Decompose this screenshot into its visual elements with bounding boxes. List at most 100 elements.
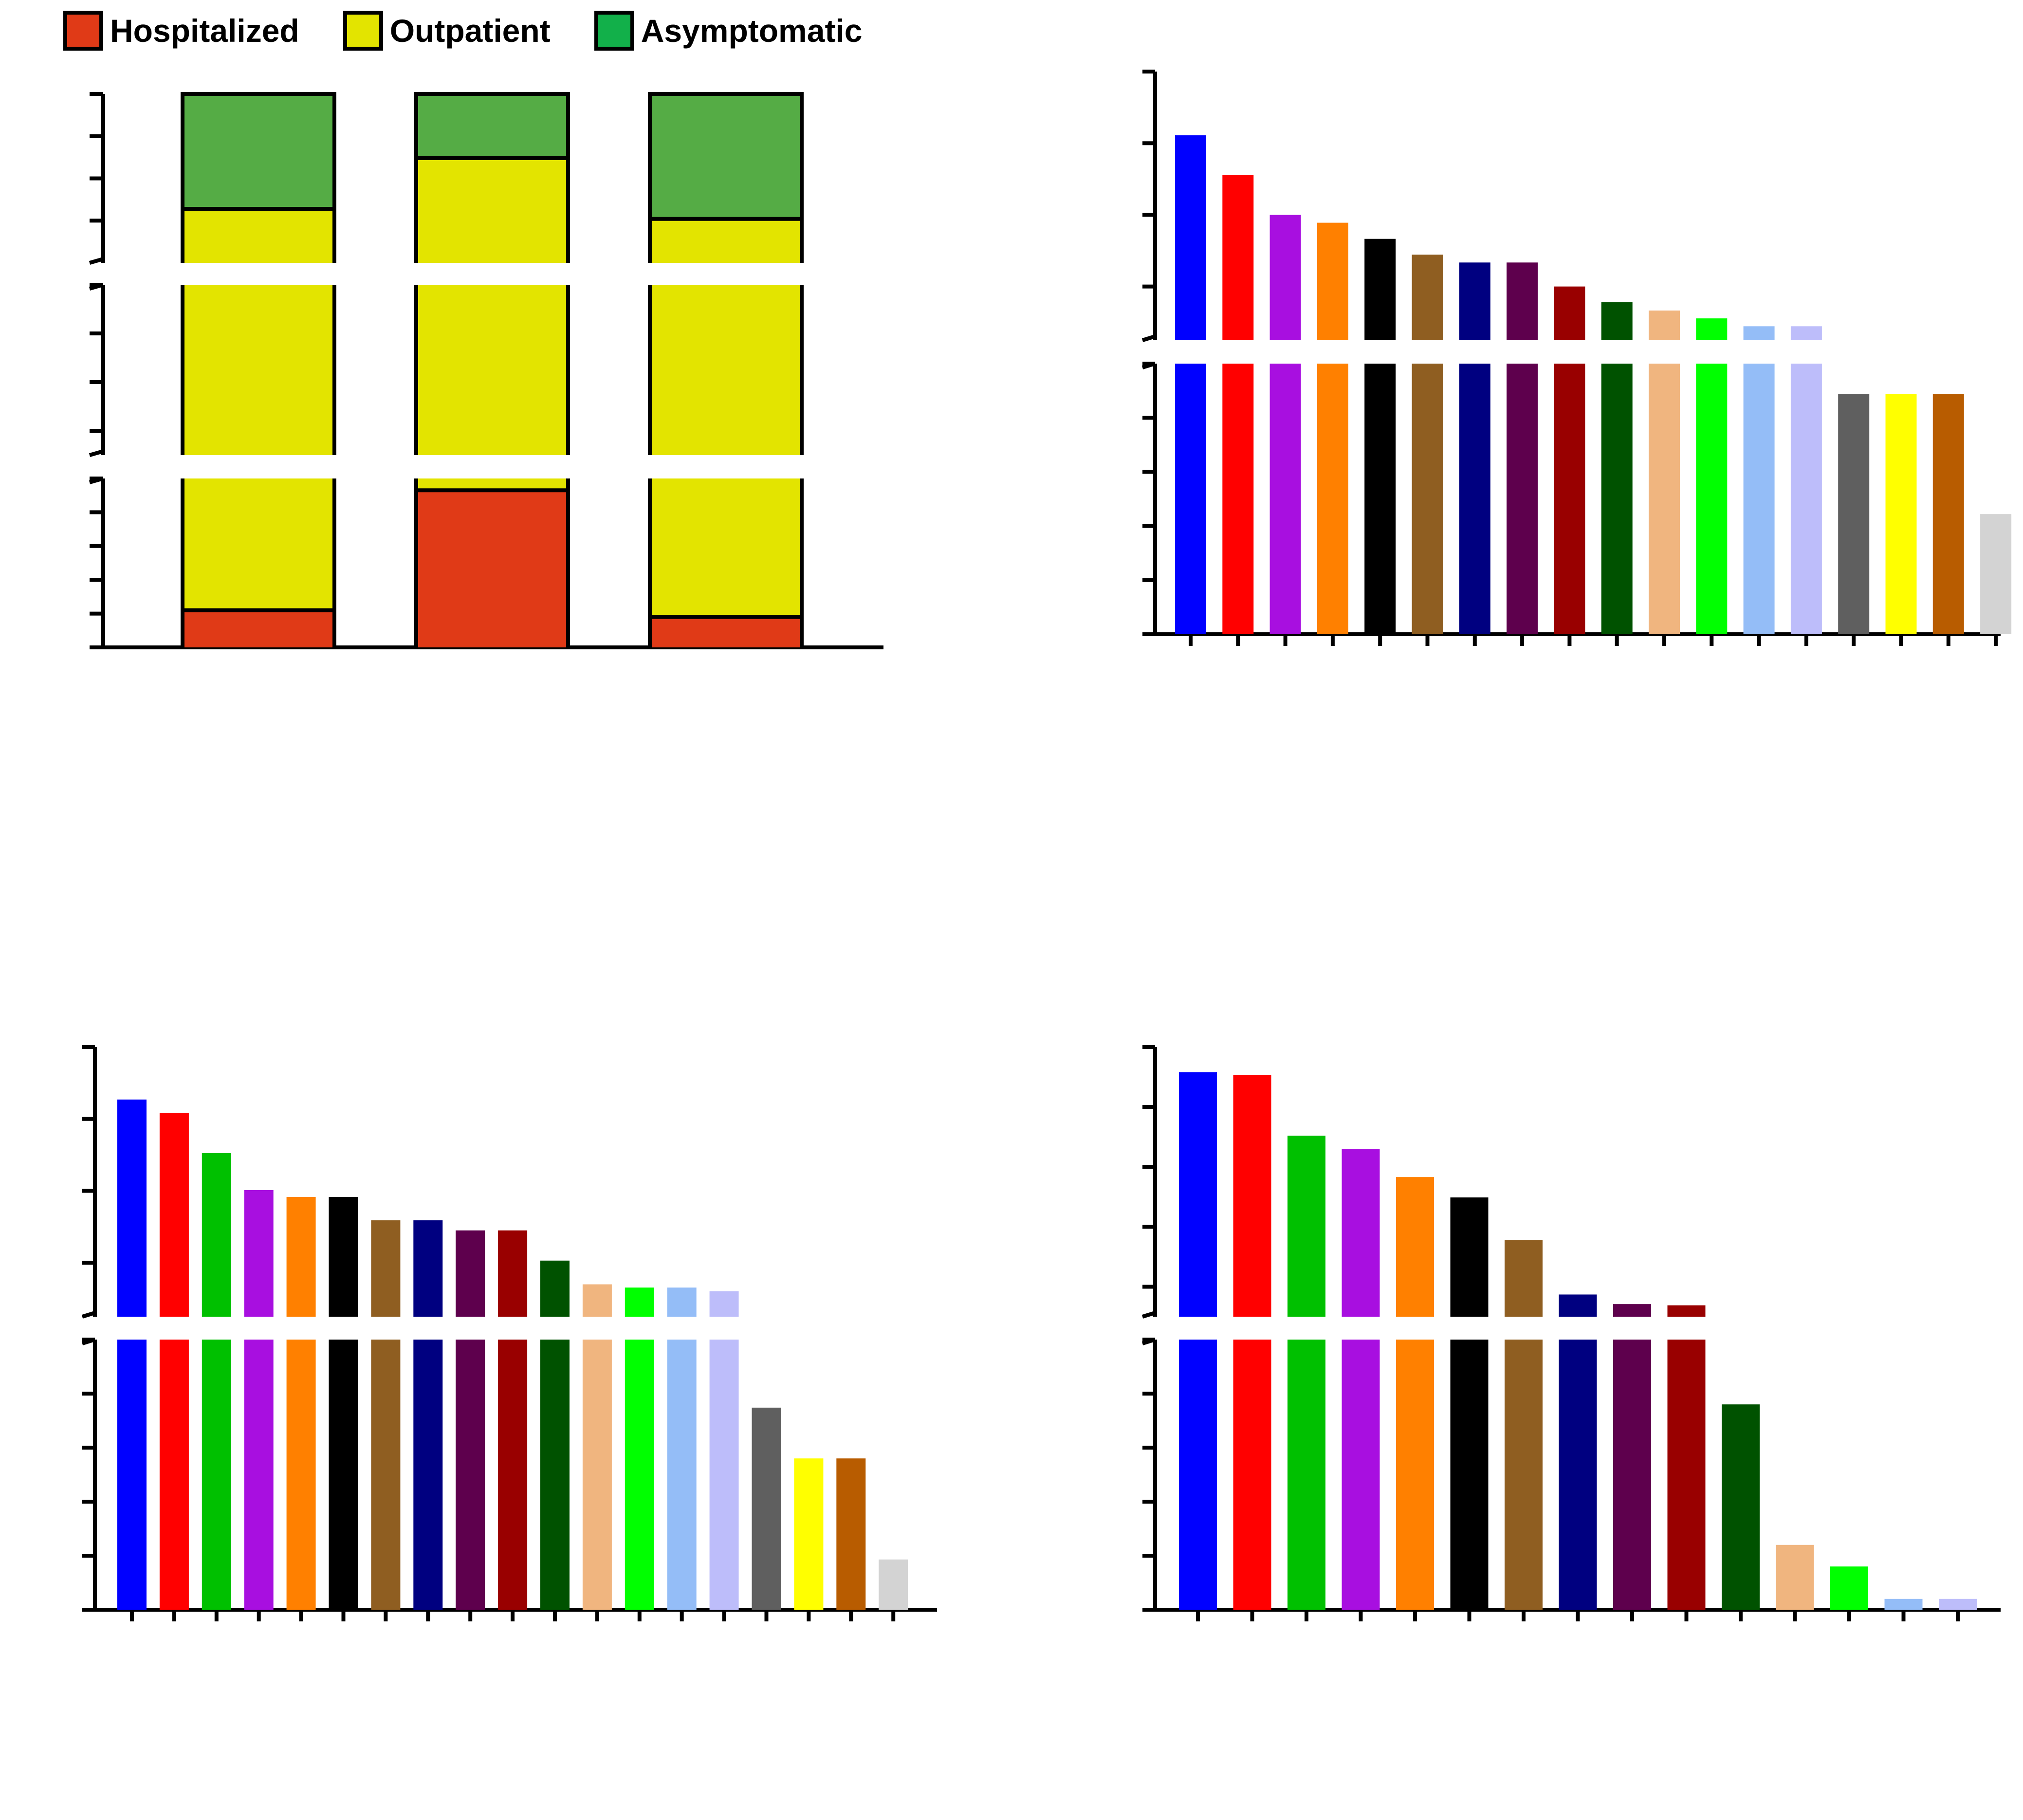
- bar-upper-abdominal-pain: [1696, 318, 1728, 340]
- bar-chest-pain: [709, 1340, 739, 1610]
- bar-myalgia: [1450, 1340, 1489, 1610]
- bar-anosmia-ageusia: [1507, 364, 1538, 634]
- bar-conjunctivitis: [879, 1559, 908, 1610]
- bar-anorexia: [329, 1340, 358, 1610]
- bar-headache: [202, 1340, 231, 1610]
- legend-swatch-asymptomatic: [594, 11, 634, 51]
- bar-upper-cough: [1364, 239, 1396, 340]
- bar-upper-nausea-vomiting: [1649, 310, 1680, 340]
- bar-outpatient: [650, 219, 802, 263]
- bar-fever: [1222, 364, 1254, 634]
- axis-break-mark: [1141, 1311, 1156, 1319]
- symptom-chart-3: [1141, 1045, 2001, 1621]
- bar-outpatient: [416, 158, 568, 263]
- bar-back-pain: [836, 1458, 866, 1610]
- bar-dyspnea: [667, 1340, 697, 1610]
- bar-upper-dyspnea: [667, 1287, 697, 1317]
- legend-swatch-outpatient: [343, 11, 383, 51]
- bar-headache: [1269, 364, 1301, 634]
- bar-sore-throat: [1459, 364, 1490, 634]
- bar-nausea-vomiting: [1649, 364, 1680, 634]
- bar-myalgia: [625, 1340, 654, 1610]
- bar-asymptomatic: [183, 94, 334, 209]
- bar-rhinorrhea: [1412, 364, 1443, 634]
- bar-fatigue: [1342, 1340, 1380, 1610]
- bar-upper-headache: [1287, 1136, 1325, 1317]
- bar-conjunctivitis: [1980, 514, 2012, 634]
- bar-cough: [1233, 1340, 1271, 1610]
- legend-item-asymptomatic: Asymptomatic: [594, 11, 863, 51]
- bar-upper-anorexia: [329, 1197, 358, 1317]
- bar-outpatient: [183, 208, 334, 263]
- bar-upper-anosmia-ageusia: [371, 1220, 401, 1317]
- bar-nausea-vomiting: [540, 1340, 570, 1610]
- bar-dyspnea: [1559, 1340, 1597, 1610]
- bar-upper-abdominal-pain: [413, 1220, 443, 1317]
- bar-upper-dyspnea: [1559, 1294, 1597, 1317]
- bar-hospitalized: [183, 610, 334, 647]
- bar-upper-anorexia: [1554, 286, 1585, 340]
- legend: Hospitalized Outpatient Asymptomatic: [63, 11, 906, 51]
- bar-fatigue: [117, 1340, 147, 1610]
- bar-upper-anosmia-ageusia: [1507, 262, 1538, 340]
- bar-upper-sore-throat: [1459, 262, 1490, 340]
- bar-upper-fatigue: [1175, 135, 1206, 340]
- bar-anosmia-ageusia: [371, 1340, 401, 1610]
- bar-dyspnea: [1743, 364, 1775, 634]
- bar-chest-pain: [1601, 364, 1633, 634]
- bar-outpatient: [650, 285, 802, 455]
- bar-upper-diarrhea: [1613, 1304, 1651, 1317]
- bar-upper-fever: [159, 1113, 189, 1317]
- bar-upper-dyspnea: [1743, 326, 1775, 340]
- bar-headache: [1287, 1340, 1325, 1610]
- bar-abdominal-pain: [1696, 364, 1728, 634]
- bar-rhinorrhea: [1505, 1340, 1543, 1610]
- bar-outpatient: [416, 478, 568, 491]
- bar-diarrhea: [582, 1340, 612, 1610]
- bar-upper-cough: [456, 1230, 485, 1317]
- bar-outpatient: [183, 478, 334, 610]
- bar-upper-myalgia: [1450, 1197, 1489, 1317]
- bar-upper-headache: [202, 1153, 231, 1317]
- bar-abdominal-pain: [413, 1340, 443, 1610]
- bar-upper-headache: [1269, 215, 1301, 340]
- bar-arthritis: [752, 1407, 781, 1610]
- bar-fever: [159, 1340, 189, 1610]
- bar-upper-diarrhea: [582, 1284, 612, 1317]
- bar-diarrhea: [1613, 1340, 1651, 1610]
- legend-label-hospitalized: Hospitalized: [110, 13, 299, 49]
- bar-abdominal-pain: [1830, 1566, 1868, 1610]
- symptom-chart-2: [81, 1045, 937, 1621]
- bar-upper-nausea-vomiting: [540, 1260, 570, 1317]
- bar-upper-myalgia: [625, 1287, 654, 1317]
- bar-hospitalized: [416, 490, 568, 647]
- axis-break-mark: [89, 283, 104, 291]
- bar-outpatient: [183, 285, 334, 455]
- legend-item-outpatient: Outpatient: [343, 11, 551, 51]
- axis-break-mark: [89, 257, 104, 265]
- bar-outpatient: [416, 285, 568, 455]
- outcome-chart: [89, 92, 883, 649]
- bar-upper-rhinorrhea: [498, 1230, 528, 1317]
- axis-break-mark: [81, 1311, 96, 1319]
- bar-hospitalized: [650, 617, 802, 647]
- bar-upper-fatigue: [117, 1099, 147, 1317]
- legend-item-hospitalized: Hospitalized: [63, 11, 299, 51]
- bar-asymptomatic: [650, 94, 802, 219]
- axis-break-mark: [89, 449, 104, 457]
- bar-cough: [456, 1340, 485, 1610]
- bar-upper-arthralgia: [286, 1197, 316, 1317]
- bar-rash: [794, 1458, 824, 1610]
- bar-myalgia: [1790, 364, 1822, 634]
- bar-rhinorrhea: [498, 1340, 528, 1610]
- bar-rash: [1932, 394, 1964, 634]
- bar-upper-fever: [1179, 1072, 1217, 1317]
- bar-arthralgia: [1317, 364, 1348, 634]
- bar-cough: [1364, 364, 1396, 634]
- bar-anosmia-ageusia: [1722, 1404, 1760, 1610]
- bar-anorexia: [1554, 364, 1585, 634]
- bar-upper-rhinorrhea: [1505, 1240, 1543, 1317]
- bar-upper-chest-pain: [709, 1291, 739, 1317]
- legend-label-asymptomatic: Asymptomatic: [641, 13, 863, 49]
- bar-upper-myalgia: [1790, 326, 1822, 340]
